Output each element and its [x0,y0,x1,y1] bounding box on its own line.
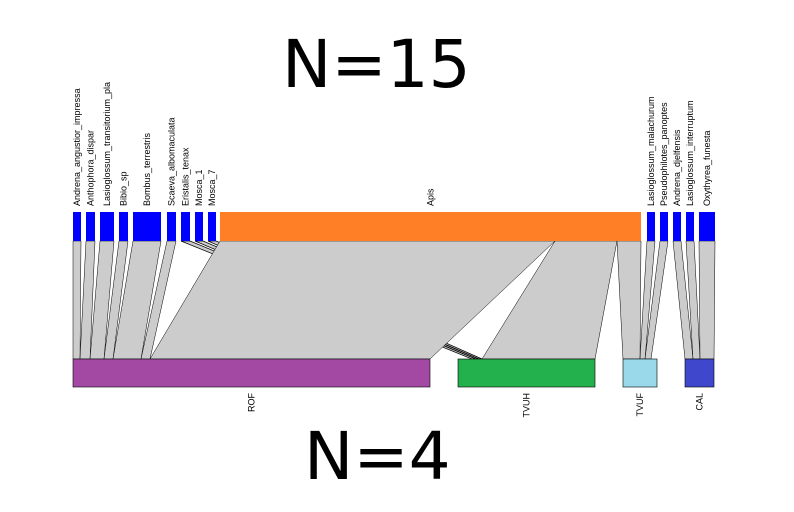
pollinator-box-3 [119,212,128,241]
interaction-links [72,240,716,360]
pollinator-boxes [73,212,715,241]
pollinator-box-12 [673,212,681,241]
pollinator-box-9 [220,212,641,241]
pollinator-label-14: Oxythyrea_funesta [702,130,712,206]
pollinator-box-8 [208,212,216,241]
pollinator-label-5: Scaeva_albomaculata [167,117,177,206]
pollinator-label-12: Andrena_djelfensis [672,129,682,206]
site-box-rof [72,358,431,388]
pollinator-count-label: N=15 [282,26,471,103]
pollinator-label-9: Apis [426,188,436,206]
pollinator-box-5 [167,212,176,241]
pollinator-labels: Andrena_angustior_impressa Anthophora_dis… [72,82,712,206]
pollinator-box-0 [73,212,81,241]
site-label-tvuf: TVUF [635,393,645,417]
pollinator-box-6 [181,212,190,241]
site-count-label: N=4 [304,418,451,495]
pollinator-label-8: Mosca_7 [207,169,217,206]
pollinator-box-1 [86,212,95,241]
pollinator-box-7 [195,212,203,241]
interaction-link-14-3 [698,240,716,360]
pollinator-label-7: Mosca_1 [194,169,204,206]
pollinator-label-13: Lasioglossum_interruptum [685,100,695,206]
site-label-tvuh: TVUH [522,393,532,418]
interaction-link-9-2 [616,240,642,360]
pollinator-label-2: Lasioglossum_transitorium_pla [102,82,112,206]
pollinator-label-3: Bibio_sp [119,171,129,206]
pollinator-label-4: Bombus_terrestris [142,132,152,206]
pollinator-label-0: Andrena_angustior_impressa [72,88,82,206]
site-label-cal: CAL [695,393,705,411]
site-label-rof: ROF [247,393,257,413]
site-labels: ROF TVUH TVUF CAL [247,393,705,418]
pollinator-box-2 [100,212,114,241]
site-box-tvuh [457,358,596,388]
interaction-link-0-0 [72,240,82,360]
site-box-cal [684,358,715,388]
pollinator-label-6: Eristalis_tenax [181,147,191,206]
pollinator-label-11: Pseudophilotes_panoptes [659,102,669,206]
pollinator-box-14 [699,212,715,241]
pollinator-box-11 [660,212,668,241]
site-boxes [72,358,715,388]
pollinator-box-4 [133,212,161,241]
pollinator-box-10 [647,212,655,241]
pollinator-label-1: Anthophora_dispar [86,130,96,206]
pollinator-label-10: Lasioglossum_malachurum [646,96,656,206]
site-box-tvuf [622,358,658,388]
pollinator-box-13 [686,212,694,241]
